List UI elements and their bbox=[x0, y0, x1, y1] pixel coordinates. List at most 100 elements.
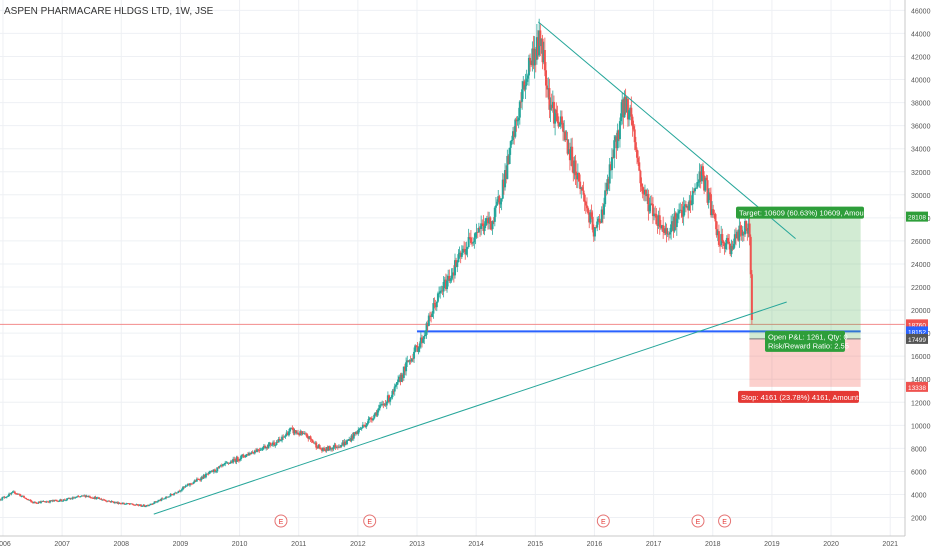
candle-body bbox=[552, 101, 555, 124]
candle-body bbox=[431, 313, 434, 317]
candle-body bbox=[245, 454, 248, 455]
candle-body bbox=[35, 502, 38, 504]
candle-body bbox=[150, 503, 153, 505]
candle-body bbox=[577, 172, 580, 182]
earnings-marker[interactable] bbox=[718, 514, 732, 528]
candle-body bbox=[391, 390, 394, 398]
candle-body bbox=[411, 358, 414, 360]
candle-body bbox=[235, 457, 238, 462]
candle-body bbox=[219, 465, 222, 467]
candle-body bbox=[37, 501, 40, 504]
candle-body bbox=[405, 362, 408, 372]
candle-body bbox=[104, 500, 107, 502]
candle-body bbox=[484, 218, 487, 227]
candle-body bbox=[608, 164, 611, 184]
candle-body bbox=[645, 189, 648, 197]
candle-body bbox=[382, 404, 385, 405]
candle-body bbox=[14, 493, 17, 495]
ascending-trendline[interactable] bbox=[153, 301, 787, 515]
candle-body bbox=[31, 502, 34, 504]
candle-body bbox=[463, 248, 466, 250]
candle-body bbox=[502, 179, 505, 188]
candle-body bbox=[505, 170, 508, 179]
candle-body bbox=[138, 504, 141, 506]
candle-body bbox=[246, 454, 249, 456]
candle-body bbox=[281, 436, 284, 441]
candle-body bbox=[311, 440, 314, 443]
candle-body bbox=[298, 434, 301, 436]
candle-body bbox=[744, 221, 747, 235]
candle-body bbox=[87, 496, 90, 498]
candle-body bbox=[687, 206, 690, 211]
candle-body bbox=[663, 231, 666, 233]
candle-body bbox=[597, 218, 600, 222]
candle-body bbox=[91, 497, 94, 499]
candle-body bbox=[433, 303, 436, 305]
candle-body bbox=[441, 290, 444, 292]
stop-price-tag-label: 13338 bbox=[908, 385, 926, 392]
candle-body bbox=[599, 222, 602, 224]
candle-body bbox=[306, 434, 309, 438]
earnings-marker[interactable] bbox=[363, 514, 377, 528]
candle-body bbox=[77, 496, 80, 498]
candle-body bbox=[368, 417, 371, 420]
candle-body bbox=[643, 189, 646, 195]
candle-body bbox=[82, 495, 85, 497]
candle-body bbox=[59, 499, 62, 502]
candle-body bbox=[389, 397, 392, 402]
earnings-marker[interactable] bbox=[274, 514, 288, 528]
candle-body bbox=[301, 433, 304, 435]
candle-body bbox=[386, 395, 389, 403]
candle-body bbox=[133, 504, 136, 506]
earnings-marker[interactable] bbox=[596, 514, 610, 528]
descending-trendline[interactable] bbox=[537, 21, 796, 239]
candle-body bbox=[670, 224, 673, 233]
candle-body bbox=[510, 139, 513, 142]
candle-body bbox=[333, 444, 336, 448]
candle-body bbox=[399, 376, 402, 382]
candle-body bbox=[465, 248, 468, 255]
candle-body bbox=[534, 49, 537, 60]
candle-body bbox=[12, 491, 15, 493]
candle-body bbox=[134, 505, 137, 506]
candle-body bbox=[659, 227, 662, 229]
candle-body bbox=[74, 497, 77, 499]
candle-body bbox=[160, 498, 163, 501]
time-tick-label: 2013 bbox=[409, 541, 425, 548]
candle-body bbox=[428, 315, 431, 317]
candle-body bbox=[126, 503, 129, 505]
candle-body bbox=[86, 495, 89, 497]
candle-body bbox=[169, 493, 172, 497]
candle-body bbox=[167, 496, 170, 498]
candle-body bbox=[540, 38, 543, 47]
candle-body bbox=[491, 221, 494, 230]
candle-body bbox=[216, 467, 219, 472]
candle-body bbox=[367, 419, 370, 424]
candle-body bbox=[194, 480, 197, 482]
candle-body bbox=[566, 139, 569, 154]
candle-body bbox=[267, 444, 270, 449]
candle-body bbox=[292, 428, 295, 434]
candle-body bbox=[682, 206, 685, 217]
candle-body bbox=[515, 119, 518, 122]
candle-body bbox=[16, 493, 19, 495]
profit-zone[interactable] bbox=[749, 216, 861, 339]
candle-body bbox=[8, 493, 11, 497]
candle-body bbox=[421, 337, 424, 343]
candle-body bbox=[403, 366, 406, 372]
candle-body bbox=[559, 116, 562, 125]
candle-body bbox=[640, 183, 643, 187]
candle-body bbox=[200, 477, 203, 481]
candle-body bbox=[208, 471, 211, 474]
earnings-marker[interactable] bbox=[691, 514, 705, 528]
candle-body bbox=[261, 447, 264, 450]
candle-body bbox=[376, 410, 379, 416]
candle-body bbox=[355, 431, 358, 434]
candle-body bbox=[482, 223, 485, 232]
candle-body bbox=[353, 432, 356, 434]
candle-body bbox=[344, 441, 347, 445]
candle-body bbox=[596, 221, 599, 228]
time-tick-label: 2007 bbox=[54, 541, 70, 548]
candle-body bbox=[567, 149, 570, 154]
